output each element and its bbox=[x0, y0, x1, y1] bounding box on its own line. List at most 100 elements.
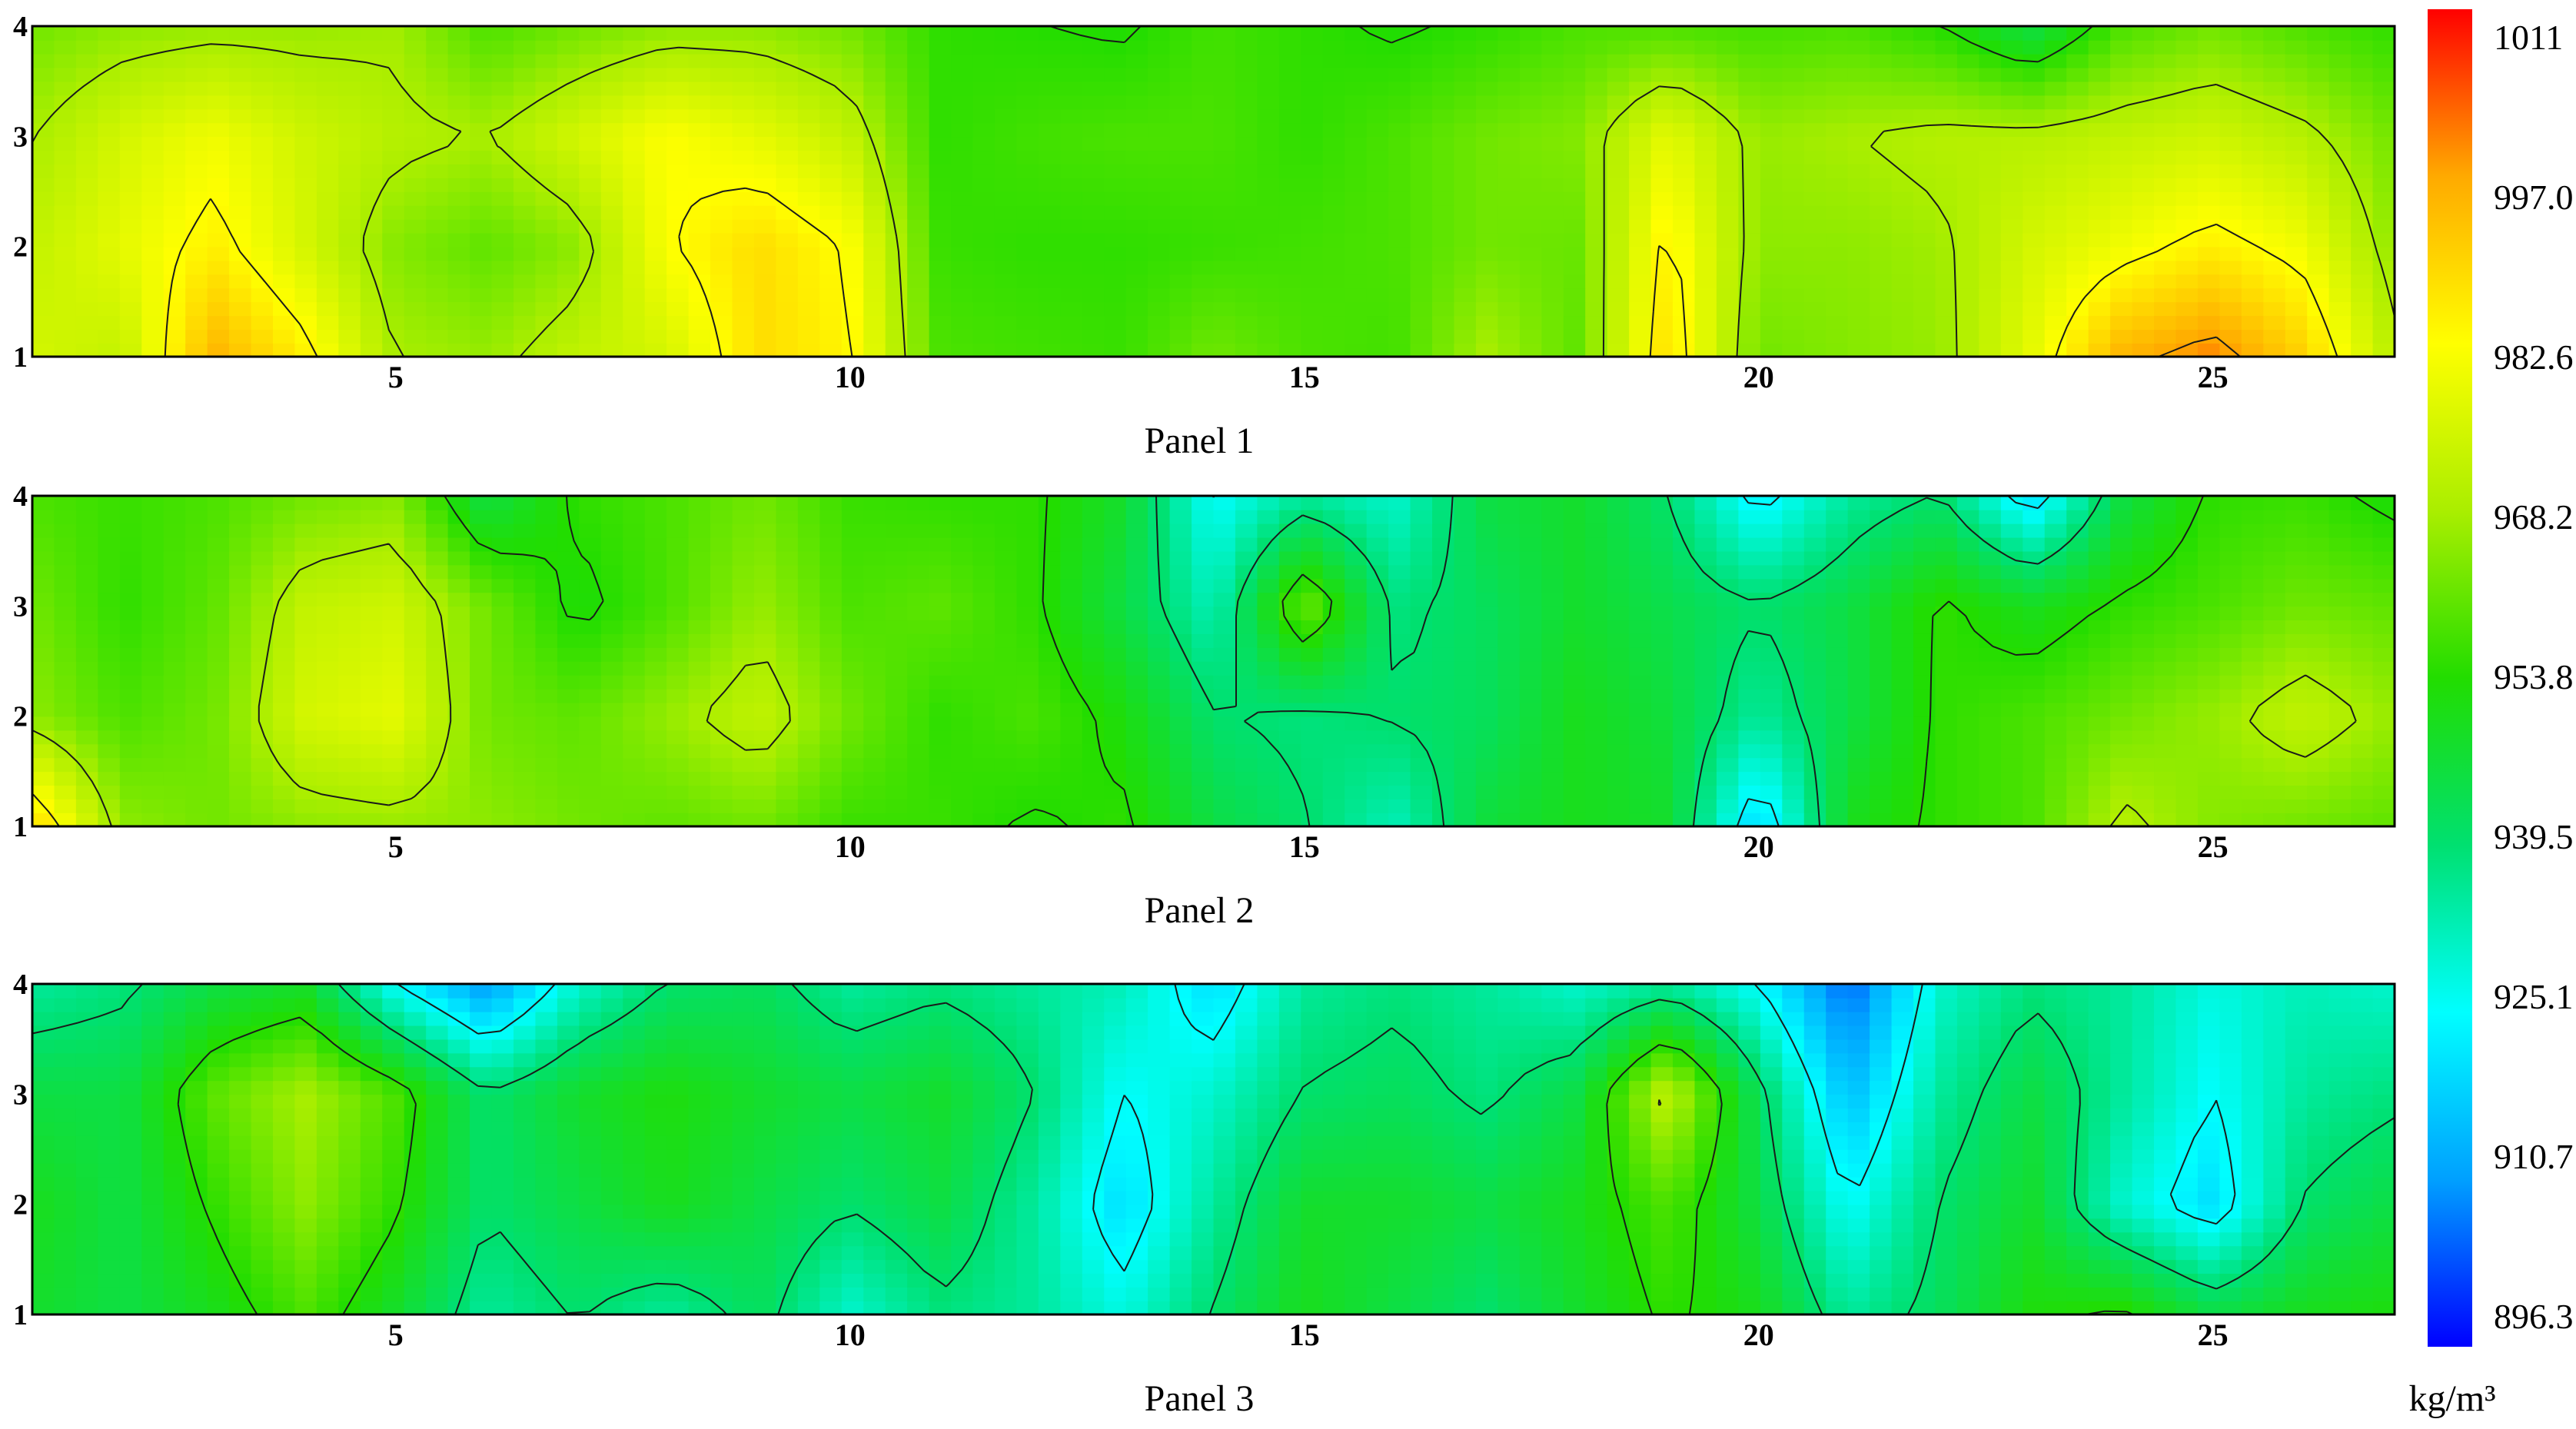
heatmap-cell bbox=[1673, 537, 1696, 552]
heatmap-cell bbox=[2372, 523, 2395, 538]
heatmap-cell bbox=[710, 108, 733, 124]
heatmap-cell bbox=[666, 122, 690, 138]
heatmap-cell bbox=[2263, 799, 2286, 813]
heatmap-cell bbox=[360, 232, 384, 248]
heatmap-cell bbox=[2219, 688, 2242, 703]
heatmap-cell bbox=[535, 150, 558, 165]
heatmap-cell bbox=[426, 150, 449, 165]
heatmap-cell bbox=[732, 702, 755, 717]
heatmap-cell bbox=[513, 274, 537, 289]
heatmap-cell bbox=[1322, 81, 1346, 96]
heatmap-cell bbox=[1432, 274, 1455, 289]
heatmap-cell bbox=[2175, 246, 2199, 261]
heatmap-cell bbox=[1585, 136, 1608, 151]
heatmap-cell bbox=[797, 702, 821, 717]
heatmap-cell bbox=[1388, 674, 1411, 690]
heatmap-cell bbox=[75, 260, 99, 275]
heatmap-cell bbox=[1760, 274, 1783, 289]
heatmap-cell bbox=[470, 287, 493, 303]
heatmap-cell bbox=[1935, 39, 1958, 55]
heatmap-cell bbox=[1432, 164, 1455, 178]
heatmap-cell bbox=[294, 674, 317, 690]
heatmap-cell bbox=[1870, 287, 1893, 303]
heatmap-cell bbox=[1891, 122, 1914, 138]
heatmap-cell bbox=[579, 95, 602, 110]
heatmap-cell bbox=[776, 537, 799, 552]
heatmap-cell bbox=[447, 592, 470, 607]
heatmap-cell bbox=[1913, 81, 1936, 96]
heatmap-cell bbox=[1782, 108, 1805, 124]
heatmap-cell bbox=[207, 757, 230, 773]
heatmap-cell bbox=[75, 702, 99, 717]
heatmap-cell bbox=[929, 757, 952, 773]
heatmap-cell bbox=[2307, 150, 2330, 165]
heatmap-cell bbox=[2088, 53, 2111, 68]
heatmap-cell bbox=[316, 204, 340, 220]
heatmap-cell bbox=[1388, 564, 1411, 580]
heatmap-cell bbox=[644, 260, 667, 275]
heatmap-cell bbox=[2197, 108, 2221, 124]
heatmap-cell bbox=[557, 799, 580, 813]
heatmap-cell bbox=[1169, 716, 1192, 731]
heatmap-cell bbox=[644, 688, 667, 703]
heatmap-cell bbox=[2175, 688, 2199, 703]
heatmap-cell bbox=[557, 674, 580, 690]
heatmap-cell bbox=[1497, 633, 1521, 648]
heatmap-cell bbox=[1956, 287, 1980, 303]
heatmap-cell bbox=[710, 315, 733, 330]
heatmap-cell bbox=[229, 550, 252, 566]
heatmap-cell bbox=[447, 564, 470, 580]
heatmap-cell bbox=[2000, 67, 2024, 82]
heatmap-cell bbox=[1870, 274, 1893, 289]
heatmap-cell bbox=[1673, 274, 1696, 289]
heatmap-cell bbox=[1585, 633, 1608, 648]
heatmap-cell bbox=[1563, 150, 1587, 165]
heatmap-cell bbox=[229, 688, 252, 703]
heatmap-cell bbox=[1104, 150, 1127, 165]
heatmap-cell bbox=[666, 53, 690, 68]
heatmap-cell bbox=[1847, 136, 1870, 151]
heatmap-cell bbox=[470, 799, 493, 813]
heatmap-cell bbox=[2241, 785, 2265, 799]
heatmap-cell bbox=[797, 661, 821, 676]
heatmap-cell bbox=[907, 799, 930, 813]
heatmap-cell bbox=[2066, 743, 2089, 759]
heatmap-cell bbox=[2285, 122, 2308, 138]
heatmap-cell bbox=[1956, 315, 1980, 330]
heatmap-cell bbox=[1038, 274, 1062, 289]
heatmap-cell bbox=[535, 743, 558, 759]
heatmap-cell bbox=[1125, 191, 1148, 206]
heatmap-cell bbox=[1016, 178, 1039, 192]
heatmap-cell bbox=[382, 606, 405, 621]
heatmap-cell bbox=[316, 108, 340, 124]
heatmap-cell bbox=[360, 95, 384, 110]
heatmap-cell bbox=[1694, 246, 1717, 261]
heatmap-cell bbox=[1104, 592, 1127, 607]
heatmap-cell bbox=[776, 343, 799, 357]
heatmap-cell bbox=[600, 150, 624, 165]
heatmap-cell bbox=[1169, 67, 1192, 82]
heatmap-cell bbox=[623, 246, 646, 261]
heatmap-cell bbox=[885, 122, 908, 138]
heatmap-cell bbox=[1235, 39, 1258, 55]
heatmap-cell bbox=[1956, 592, 1980, 607]
heatmap-cell bbox=[185, 150, 208, 165]
heatmap-cell bbox=[316, 343, 340, 357]
heatmap-cell bbox=[1192, 674, 1215, 690]
heatmap-cell bbox=[579, 122, 602, 138]
heatmap-cell bbox=[294, 729, 317, 745]
heatmap-cell bbox=[1650, 315, 1674, 330]
heatmap-cell bbox=[1673, 53, 1696, 68]
heatmap-cell bbox=[972, 178, 995, 192]
heatmap-cell bbox=[1345, 674, 1368, 690]
heatmap-cell bbox=[1738, 633, 1761, 648]
heatmap-cell bbox=[1213, 647, 1236, 662]
heatmap-cell bbox=[360, 136, 384, 151]
heatmap-cell bbox=[382, 260, 405, 275]
heatmap-cell bbox=[1213, 329, 1236, 344]
heatmap-cell bbox=[338, 674, 361, 690]
heatmap-cell bbox=[797, 164, 821, 178]
heatmap-cell bbox=[1803, 606, 1826, 621]
heatmap-cell bbox=[491, 260, 514, 275]
heatmap-cell bbox=[1388, 743, 1411, 759]
